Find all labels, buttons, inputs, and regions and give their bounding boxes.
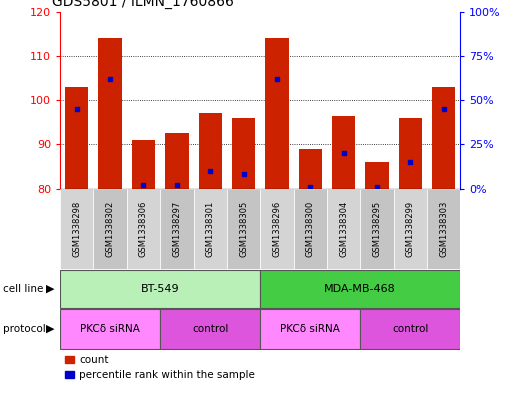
Bar [160, 189, 194, 269]
Bar [360, 189, 393, 269]
Bar [60, 189, 94, 269]
Bar [194, 189, 227, 269]
Text: GSM1338296: GSM1338296 [272, 201, 281, 257]
Text: GSM1338300: GSM1338300 [306, 201, 315, 257]
Bar [260, 189, 293, 269]
Bar [327, 189, 360, 269]
Text: GSM1338301: GSM1338301 [206, 201, 214, 257]
Bar [227, 189, 260, 269]
Bar [60, 309, 160, 349]
Text: GSM1338306: GSM1338306 [139, 201, 148, 257]
Text: GSM1338295: GSM1338295 [372, 201, 381, 257]
Text: BT-549: BT-549 [141, 284, 179, 294]
Text: cell line: cell line [3, 284, 43, 294]
Text: GSM1338303: GSM1338303 [439, 201, 448, 257]
Text: PKCδ siRNA: PKCδ siRNA [280, 324, 340, 334]
Bar [260, 309, 360, 349]
Bar [165, 133, 188, 189]
Bar [132, 140, 155, 189]
Bar [98, 38, 122, 189]
Text: PKCδ siRNA: PKCδ siRNA [80, 324, 140, 334]
Bar [127, 189, 160, 269]
Bar [94, 189, 127, 269]
Bar [160, 309, 260, 349]
Bar [432, 87, 455, 189]
Text: GDS5801 / ILMN_1760866: GDS5801 / ILMN_1760866 [52, 0, 234, 9]
Bar [260, 270, 460, 308]
Bar [60, 270, 260, 308]
Text: GSM1338297: GSM1338297 [173, 201, 181, 257]
Bar [293, 189, 327, 269]
Text: MDA-MB-468: MDA-MB-468 [324, 284, 396, 294]
Bar [199, 114, 222, 189]
Bar [232, 118, 255, 189]
Bar [427, 189, 460, 269]
Text: ▶: ▶ [47, 284, 55, 294]
Bar [393, 189, 427, 269]
Bar [365, 162, 389, 189]
Text: control: control [192, 324, 229, 334]
Text: control: control [392, 324, 428, 334]
Bar [65, 87, 88, 189]
Bar [399, 118, 422, 189]
Text: GSM1338299: GSM1338299 [406, 201, 415, 257]
Text: ▶: ▶ [47, 324, 55, 334]
Bar [265, 38, 289, 189]
Text: GSM1338305: GSM1338305 [239, 201, 248, 257]
Text: GSM1338302: GSM1338302 [106, 201, 115, 257]
Legend: count, percentile rank within the sample: count, percentile rank within the sample [65, 355, 255, 380]
Bar [360, 309, 460, 349]
Bar [299, 149, 322, 189]
Text: GSM1338304: GSM1338304 [339, 201, 348, 257]
Text: GSM1338298: GSM1338298 [72, 201, 81, 257]
Bar [332, 116, 355, 189]
Text: protocol: protocol [3, 324, 46, 334]
